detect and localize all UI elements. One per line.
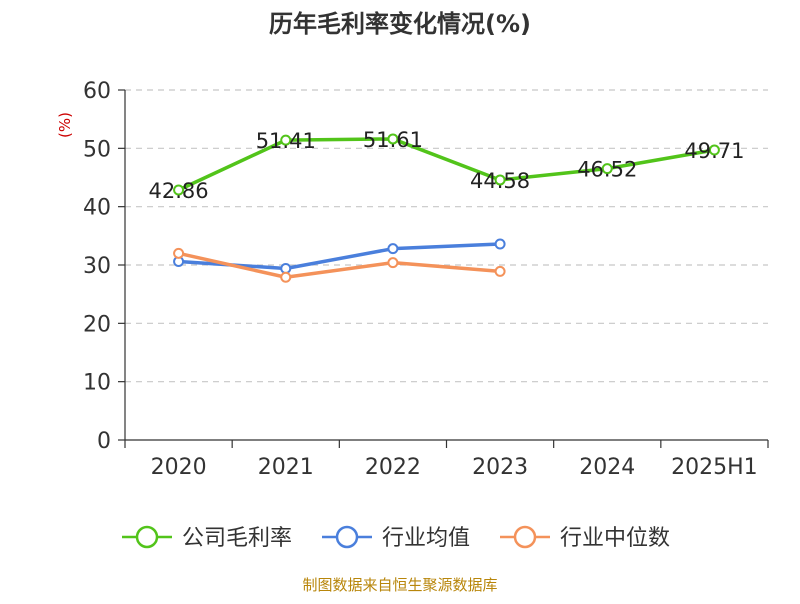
data-point[interactable] bbox=[280, 134, 292, 146]
data-point[interactable] bbox=[173, 247, 185, 259]
data-label: 49.71 bbox=[684, 139, 744, 163]
legend-label[interactable]: 公司毛利率 bbox=[182, 526, 292, 551]
data-label: 51.41 bbox=[256, 129, 316, 153]
x-tick-label: 2025H1 bbox=[671, 455, 758, 480]
x-tick-label: 2022 bbox=[365, 455, 421, 480]
grid-lines bbox=[125, 89, 768, 383]
y-tick-label: 10 bbox=[83, 371, 111, 396]
data-point[interactable] bbox=[494, 238, 506, 250]
y-tick-label: 20 bbox=[83, 312, 111, 337]
legend-label[interactable]: 行业均值 bbox=[382, 526, 470, 551]
legend-marker[interactable] bbox=[135, 525, 159, 549]
data-point[interactable] bbox=[494, 265, 506, 277]
data-labels: 42.86 51.41 51.61 44.58 46.52 49.71 bbox=[149, 128, 745, 203]
data-point[interactable] bbox=[280, 271, 292, 283]
y-tick-label: 30 bbox=[83, 254, 111, 279]
y-tick-label: 0 bbox=[97, 429, 111, 454]
data-point[interactable] bbox=[708, 144, 720, 156]
x-tick-label: 2020 bbox=[151, 455, 207, 480]
data-label: 42.86 bbox=[149, 179, 209, 203]
data-point[interactable] bbox=[280, 263, 292, 274]
y-tick-label: 60 bbox=[83, 79, 111, 104]
y-tick-label: 50 bbox=[83, 137, 111, 162]
data-point[interactable] bbox=[387, 133, 399, 145]
x-tick-label: 2023 bbox=[472, 455, 528, 480]
legend-marker[interactable] bbox=[335, 525, 359, 549]
data-label: 46.52 bbox=[577, 158, 637, 182]
chart-title: 历年毛利率变化情况(%) bbox=[269, 10, 531, 38]
legend-marker[interactable] bbox=[513, 525, 537, 549]
source-note: 制图数据来自恒生聚源数据库 bbox=[302, 576, 497, 594]
data-point[interactable] bbox=[173, 184, 185, 196]
data-label: 44.58 bbox=[470, 169, 530, 193]
legend-label[interactable]: 行业中位数 bbox=[560, 526, 670, 551]
y-axis-unit-label: (%) bbox=[56, 112, 74, 138]
x-tick-label: 2024 bbox=[579, 455, 635, 480]
axes: 0 10 20 30 40 50 60 2020 2021 2022 2023 2024 2025H1 bbox=[83, 79, 769, 480]
series-line bbox=[177, 137, 715, 192]
series-line bbox=[178, 251, 501, 279]
data-point[interactable] bbox=[494, 174, 506, 186]
x-tick-label: 2021 bbox=[258, 455, 314, 480]
legend: 公司毛利率 行业均值 行业中位数 bbox=[122, 525, 670, 551]
data-label: 51.61 bbox=[363, 128, 423, 152]
data-point[interactable] bbox=[387, 257, 399, 269]
data-point[interactable] bbox=[387, 243, 399, 255]
series-lines bbox=[173, 133, 720, 283]
data-point[interactable] bbox=[601, 163, 613, 175]
y-tick-label: 40 bbox=[83, 196, 111, 221]
